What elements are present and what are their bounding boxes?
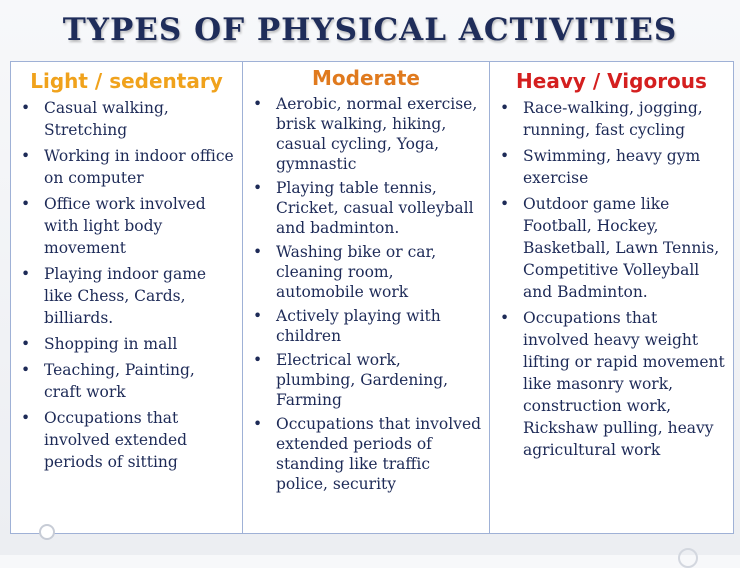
- activities-table: Light / sedentary • Casual walking, Stret…: [10, 61, 734, 534]
- bullet-icon: •: [21, 361, 31, 379]
- column-light: Light / sedentary • Casual walking, Stret…: [11, 62, 242, 533]
- bullet-icon: •: [253, 351, 263, 369]
- bullet-icon: •: [253, 415, 263, 433]
- list-item: • Swimming, heavy gym exercise: [500, 147, 701, 187]
- bullet-icon: •: [500, 309, 510, 327]
- bullet-icon: •: [253, 95, 263, 113]
- list-item: • Playing indoor game like Chess, Cards, …: [21, 265, 207, 327]
- bullet-icon: •: [21, 409, 31, 427]
- bullet-icon: •: [500, 195, 510, 213]
- heavy-activities-list: • Race-walking, jogging, running, fast cy…: [490, 97, 733, 461]
- bullet-icon: •: [21, 335, 31, 353]
- list-item: • Casual walking, Stretching: [21, 99, 169, 139]
- bullet-icon: •: [253, 243, 263, 261]
- list-item: • Occupations that involved heavy weight …: [500, 309, 725, 459]
- list-item: • Aerobic, normal exercise, brisk walking…: [253, 95, 478, 173]
- list-item: • Teaching, Painting, craft work: [21, 361, 195, 401]
- bullet-icon: •: [21, 265, 31, 283]
- column-moderate: Moderate • Aerobic, normal exercise, bris…: [242, 62, 489, 533]
- list-item: • Occupations that involved extended peri…: [21, 409, 188, 471]
- list-item: • Washing bike or car, cleaning room, aut…: [253, 243, 437, 301]
- light-activities-list: • Casual walking, Stretching • Working in …: [11, 97, 242, 473]
- list-item: • Shopping in mall: [21, 335, 178, 353]
- bullet-icon: •: [21, 147, 31, 165]
- column-heavy: Heavy / Vigorous • Race-walking, jogging,…: [489, 62, 733, 533]
- list-item: • Office work involved with light body mo…: [21, 195, 206, 257]
- moderate-activities-list: • Aerobic, normal exercise, brisk walking…: [243, 94, 489, 494]
- list-item: • Occupations that involved extended peri…: [253, 415, 482, 493]
- list-item: • Outdoor game like Football, Hockey, Bas…: [500, 195, 720, 301]
- bullet-icon: •: [21, 99, 31, 117]
- slide-title: TYPES OF PHYSICAL ACTIVITIES: [62, 12, 678, 48]
- bullet-icon: •: [253, 179, 263, 197]
- list-item: • Actively playing with children: [253, 307, 441, 345]
- list-item: • Working in indoor office on computer: [21, 147, 234, 187]
- decorative-ring-icon: [678, 548, 698, 568]
- bullet-icon: •: [500, 147, 510, 165]
- list-item: • Playing table tennis, Cricket, casual v…: [253, 179, 474, 237]
- list-item: • Race-walking, jogging, running, fast cy…: [500, 99, 703, 139]
- list-item: • Electrical work, plumbing, Gardening, F…: [253, 351, 449, 409]
- bullet-icon: •: [21, 195, 31, 213]
- column-heading-moderate: Moderate: [311, 66, 420, 90]
- column-heading-light: Light / sedentary: [30, 69, 223, 93]
- bullet-icon: •: [500, 99, 510, 117]
- bullet-icon: •: [253, 307, 263, 325]
- column-heading-heavy: Heavy / Vigorous: [516, 69, 707, 93]
- decorative-circle-icon: [39, 524, 55, 540]
